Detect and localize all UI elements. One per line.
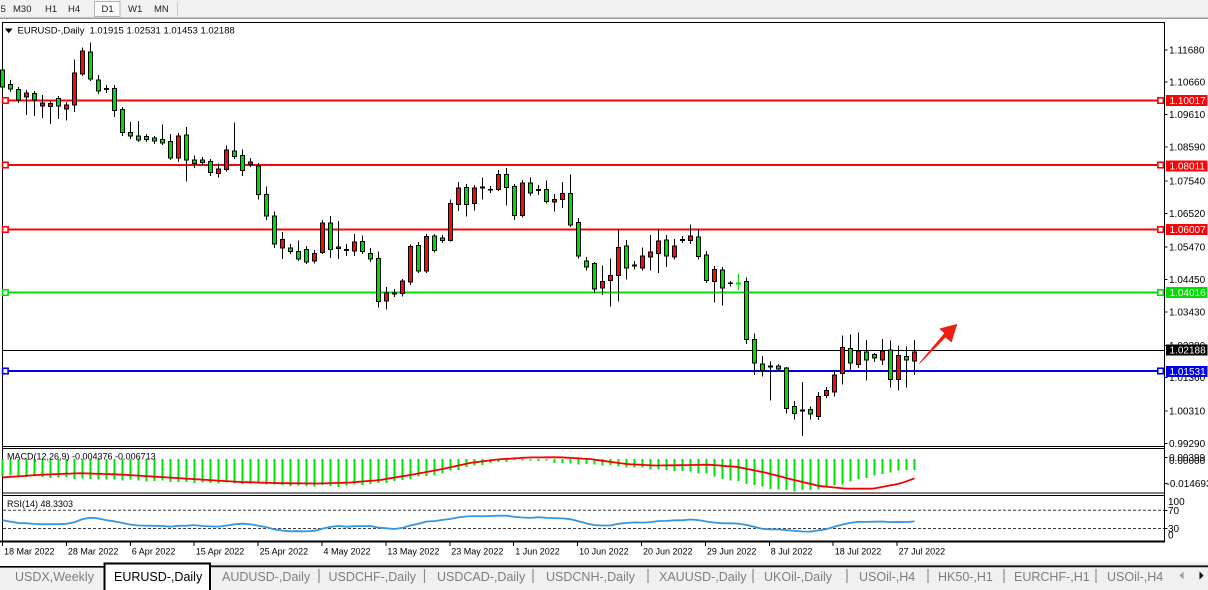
svg-text:15 Apr 2022: 15 Apr 2022 [196,547,245,557]
svg-text:1.04450: 1.04450 [1169,275,1206,286]
svg-text:6 Apr 2022: 6 Apr 2022 [132,547,176,557]
svg-text:1.04016: 1.04016 [1170,288,1207,299]
svg-text:10 Jun 2022: 10 Jun 2022 [579,547,629,557]
svg-text:1.01915 1.02531 1.01453 1.0218: 1.01915 1.02531 1.01453 1.02188 [90,26,235,37]
svg-text:XAUUSD-,Daily: XAUUSD-,Daily [659,570,747,584]
svg-text:1.11680: 1.11680 [1169,46,1205,57]
svg-text:29 Jun 2022: 29 Jun 2022 [707,547,757,557]
svg-text:USOil-,H4: USOil-,H4 [859,570,915,584]
svg-text:MN: MN [154,4,169,15]
svg-text:H1: H1 [45,4,57,15]
svg-text:H4: H4 [68,4,80,15]
svg-text:100: 100 [1168,497,1185,508]
svg-text:1.10660: 1.10660 [1169,78,1206,89]
svg-text:1.03430: 1.03430 [1169,308,1206,319]
svg-text:UKOil-,Daily: UKOil-,Daily [764,570,833,584]
svg-text:-0.014693: -0.014693 [1167,479,1208,490]
svg-text:MACD(12,26,9) -0.004376 -0.006: MACD(12,26,9) -0.004376 -0.006713 [7,452,156,462]
svg-text:1.09610: 1.09610 [1169,110,1206,121]
svg-text:EURUSD-,Daily: EURUSD-,Daily [114,570,203,584]
svg-text:1.06007: 1.06007 [1170,225,1207,236]
svg-text:27 Jul 2022: 27 Jul 2022 [899,547,946,557]
svg-text:4 May 2022: 4 May 2022 [324,547,371,557]
svg-text:1.10017: 1.10017 [1170,96,1207,107]
svg-text:0.00399: 0.00399 [1169,453,1206,464]
svg-text:5: 5 [1,4,6,15]
svg-text:1.02188: 1.02188 [1170,346,1207,357]
svg-text:M30: M30 [13,4,31,15]
svg-text:0.00000: 0.00000 [1169,456,1206,467]
svg-text:USDCNH-,Daily: USDCNH-,Daily [546,570,636,584]
svg-text:28 Mar 2022: 28 Mar 2022 [68,547,119,557]
svg-text:13 May 2022: 13 May 2022 [387,547,439,557]
svg-text:1.06520: 1.06520 [1169,209,1206,220]
svg-text:USDX,Weekly: USDX,Weekly [15,570,95,584]
svg-text:8 Jul 2022: 8 Jul 2022 [771,547,813,557]
svg-text:1.08011: 1.08011 [1170,162,1206,173]
svg-text:18 Jul 2022: 18 Jul 2022 [835,547,882,557]
svg-text:AUDUSD-,Daily: AUDUSD-,Daily [222,570,311,584]
svg-text:1.08590: 1.08590 [1169,143,1206,154]
svg-text:18 Mar 2022: 18 Mar 2022 [4,547,55,557]
svg-text:EURUSD-,Daily: EURUSD-,Daily [18,26,85,37]
svg-text:1.07540: 1.07540 [1169,177,1206,188]
svg-text:30: 30 [1168,524,1180,535]
svg-text:23 May 2022: 23 May 2022 [451,547,503,557]
svg-text:EURCHF-,H1: EURCHF-,H1 [1014,570,1090,584]
svg-text:1.05470: 1.05470 [1169,243,1206,254]
svg-text:USOil-,H4: USOil-,H4 [1107,570,1163,584]
svg-text:HK50-,H1: HK50-,H1 [938,570,993,584]
svg-text:0.99290: 0.99290 [1169,439,1206,450]
svg-text:1 Jun 2022: 1 Jun 2022 [515,547,560,557]
svg-text:0: 0 [1168,531,1174,542]
svg-text:D1: D1 [102,4,114,15]
svg-text:1.01531: 1.01531 [1170,367,1207,378]
svg-text:USDCHF-,Daily: USDCHF-,Daily [329,570,417,584]
svg-text:USDCAD-,Daily: USDCAD-,Daily [437,570,526,584]
svg-text:70: 70 [1168,506,1180,517]
svg-text:RSI(14) 48.3303: RSI(14) 48.3303 [7,499,73,509]
svg-text:1.01360: 1.01360 [1169,373,1206,384]
svg-text:25 Apr 2022: 25 Apr 2022 [260,547,309,557]
svg-text:1.00310: 1.00310 [1169,407,1206,418]
svg-text:20 Jun 2022: 20 Jun 2022 [643,547,693,557]
svg-text:W1: W1 [128,4,142,15]
